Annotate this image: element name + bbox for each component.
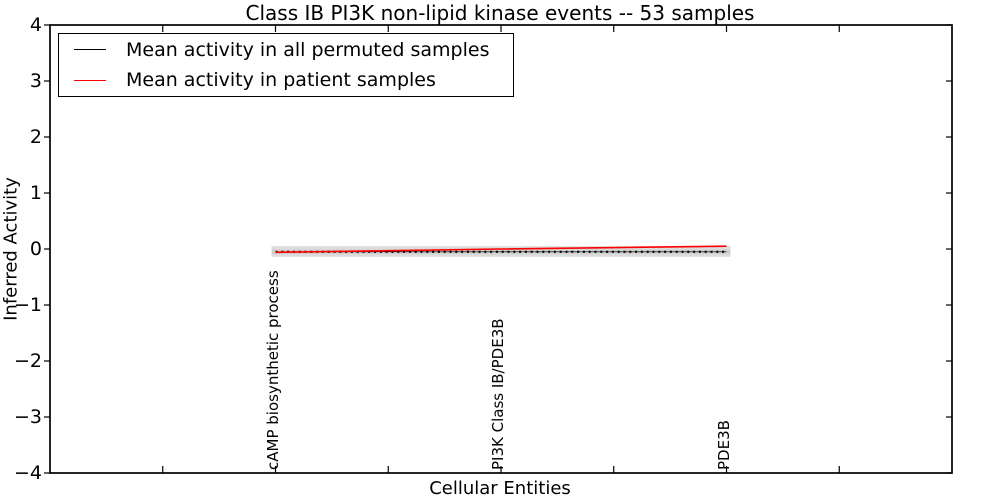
legend-line-sample-red	[74, 79, 106, 81]
series-line-group	[275, 245, 727, 254]
x-axis-label: Cellular Entities	[429, 478, 571, 499]
y-tick-label: −2	[13, 350, 42, 372]
x-tick-label-rotated: PI3K Class IB/PDE3B	[489, 318, 507, 470]
y-tick-label: 4	[29, 14, 42, 36]
y-tick-label: −4	[13, 462, 42, 484]
legend-label: Mean activity in all permuted samples	[126, 38, 490, 61]
legend-row-permuted: Mean activity in all permuted samples	[59, 35, 513, 65]
axis-tick-group	[44, 24, 952, 474]
legend-box: Mean activity in all permuted samples Me…	[58, 33, 514, 97]
plot-border	[49, 24, 953, 474]
series-line-patient	[275, 245, 727, 254]
y-tick-label: 0	[29, 238, 42, 260]
y-tick-label: 3	[29, 70, 42, 92]
legend-line-sample-black	[74, 49, 106, 51]
y-tick-label: 2	[29, 126, 42, 148]
x-tick-label-rotated: cAMP biosynthetic process	[263, 270, 282, 470]
y-tick-label: −1	[13, 294, 42, 316]
legend-label: Mean activity in patient samples	[126, 69, 436, 92]
y-tick-label: −3	[13, 406, 42, 428]
legend-row-patient: Mean activity in patient samples	[59, 65, 513, 95]
y-tick-label: 1	[29, 182, 42, 204]
chart-title: Class IB PI3K non-lipid kinase events --…	[245, 1, 755, 25]
x-tick-label-rotated: PDE3B	[714, 420, 733, 470]
